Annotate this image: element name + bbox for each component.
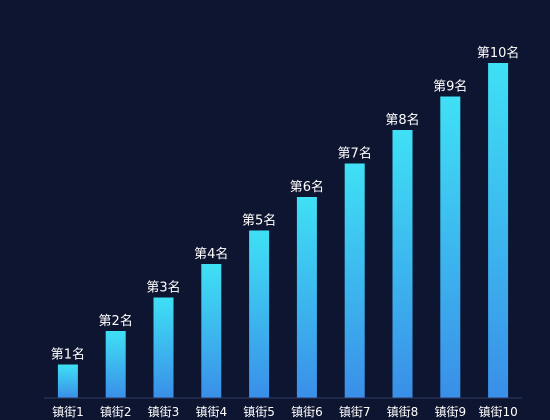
x-tick-label-10: 镇街10 xyxy=(478,405,517,419)
data-label-8: 第8名 xyxy=(385,112,419,128)
bar-6 xyxy=(296,197,317,398)
x-tick-label-3: 镇街3 xyxy=(148,405,180,419)
x-tick-labels-layer: 镇街1 镇街2 镇街3 镇街4 镇街5 镇街6 镇街7 镇街8 镇街9 镇街10 xyxy=(52,405,518,419)
x-tick-label-9: 镇街9 xyxy=(434,405,466,419)
bar-8 xyxy=(392,130,413,398)
x-tick-label-4: 镇街4 xyxy=(195,405,227,419)
data-label-5: 第5名 xyxy=(242,213,276,229)
data-label-3: 第3名 xyxy=(146,280,180,296)
bar-5 xyxy=(249,230,270,398)
x-tick-label-8: 镇街8 xyxy=(387,405,419,419)
bar-9 xyxy=(440,96,461,398)
bar-4 xyxy=(201,264,222,398)
x-tick-label-6: 镇街6 xyxy=(291,405,323,419)
bar-10 xyxy=(488,63,509,398)
data-label-10: 第10名 xyxy=(477,45,520,61)
x-tick-label-1: 镇街1 xyxy=(52,405,84,419)
bar-2 xyxy=(105,331,126,398)
x-tick-label-5: 镇街5 xyxy=(243,405,275,419)
x-tick-label-2: 镇街2 xyxy=(100,405,132,419)
x-tick-label-7: 镇街7 xyxy=(339,405,371,419)
data-label-2: 第2名 xyxy=(99,313,133,329)
bar-7 xyxy=(344,163,365,398)
data-labels-layer: 第1名 第2名 第3名 第4名 第5名 第6名 第7名 第8名 第9名 第10名 xyxy=(51,45,520,363)
data-label-9: 第9名 xyxy=(433,79,467,95)
data-label-6: 第6名 xyxy=(290,179,324,195)
bars-layer xyxy=(57,63,509,398)
data-label-1: 第1名 xyxy=(51,347,85,363)
data-label-4: 第4名 xyxy=(194,246,228,262)
data-label-7: 第7名 xyxy=(338,146,372,162)
bar-3 xyxy=(153,297,174,398)
bar-1 xyxy=(57,364,78,398)
